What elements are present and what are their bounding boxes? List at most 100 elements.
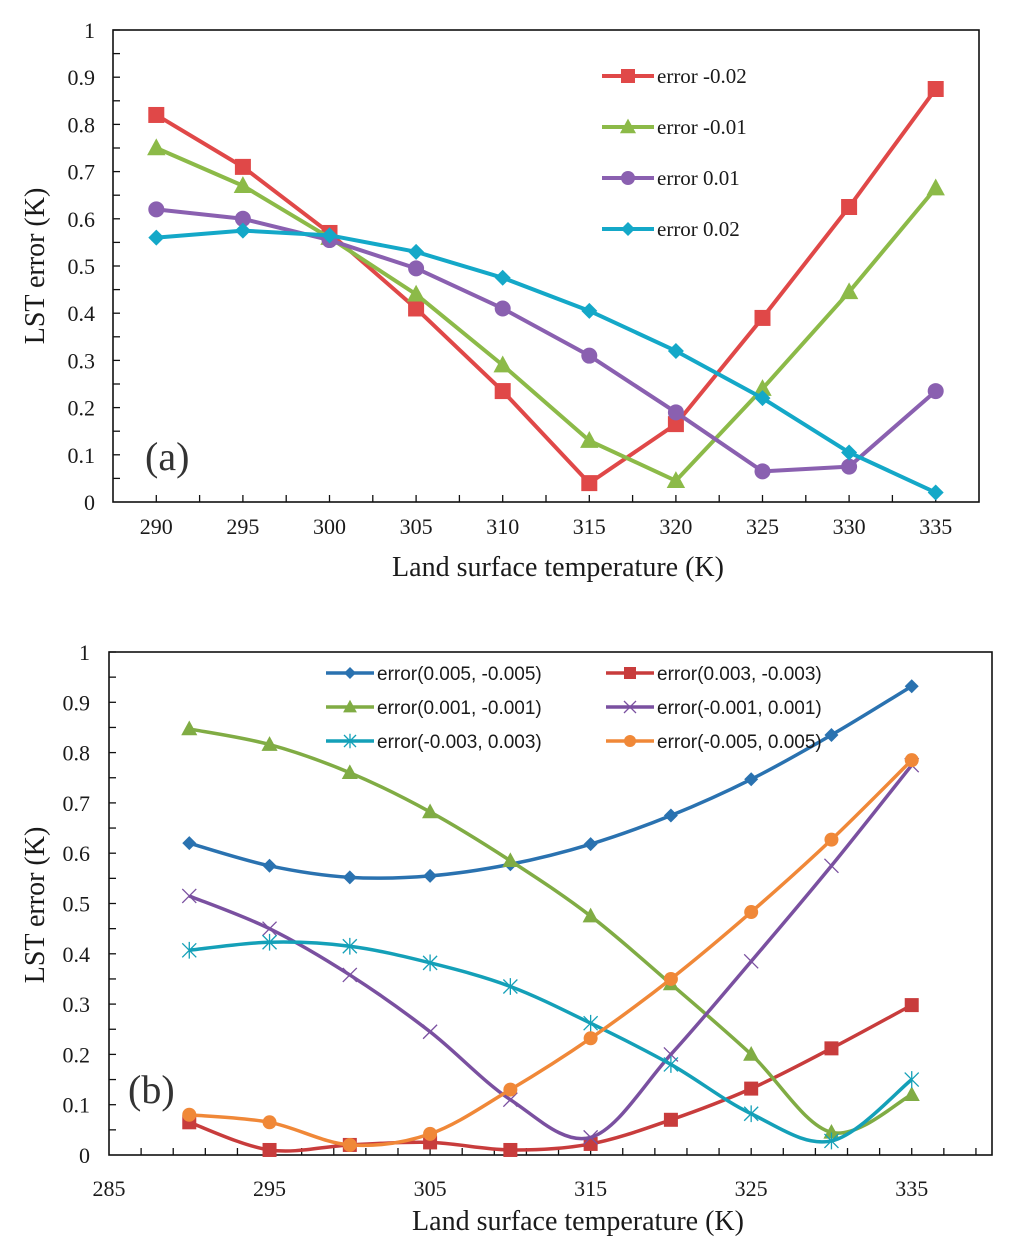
y-tick-labels-a: 0 0.1 0.2 0.3 0.4 0.5 0.6 0.7 0.8 0.9 1 [68,18,96,515]
data-point-triangle [422,803,439,819]
series-error--0.005-0.005- [182,753,919,1152]
x-tick-label: 330 [833,514,866,539]
data-point-diamond [321,227,338,244]
y-tick-label: 0.7 [63,791,91,816]
data-point-star [663,1056,679,1073]
legend-label: error(-0.003, 0.003) [377,732,542,753]
data-point-x [181,888,197,904]
y-tick-label: 0.9 [68,65,96,90]
data-point-circle [262,1115,277,1130]
series-group-a [147,81,945,501]
legend-item: error(0.005, -0.005) [326,664,542,685]
data-point-circle [234,210,251,227]
data-point-diamond [581,302,598,319]
data-point-star [583,1014,599,1032]
legend-item: error(-0.003, 0.003) [326,732,542,753]
data-point-square [234,158,251,175]
legend-item: error -0.02 [602,64,747,88]
panel-label-b: (b) [128,1067,175,1112]
x-tick-labels-a: 290 295 300 305 310 315 320 325 330 335 [140,514,952,539]
data-point-triangle [753,379,772,396]
data-point-square [927,81,944,97]
legend-marker-square [621,69,635,83]
data-point-diamond [583,837,598,852]
legend-marker-x [623,700,637,714]
series-error--0.003-0.003- [181,933,920,1150]
data-point-star [181,941,197,959]
legend-label: error(-0.001, 0.001) [657,698,822,719]
plot-area-a [112,29,980,503]
legend-marker-square [624,667,636,679]
y-axis-title-b: LST error (K) [20,827,51,984]
series-line [188,684,913,880]
x-tick-label: 305 [400,514,433,539]
data-point-triangle [580,431,599,448]
x-tick-labels-b: 285 295 305 315 325 335 [93,1176,929,1201]
data-point-triangle [823,1123,840,1139]
legend-label: error(0.005, -0.005) [377,664,542,685]
data-point-diamond [744,772,759,787]
data-point-circle [342,1137,357,1152]
data-point-circle [824,832,839,847]
data-point-triangle [903,1086,920,1101]
data-point-diamond [667,342,684,359]
legend-marker-circle [621,171,635,185]
data-point-star [342,937,358,955]
data-point-square [262,1142,277,1157]
data-point-square [148,106,165,123]
y-tick-label: 0.3 [63,992,91,1017]
data-point-x [583,1129,599,1145]
y-tick-label: 0.6 [63,841,91,866]
data-point-diamond [927,484,944,501]
legend-item: error 0.01 [602,166,740,190]
x-tick-label: 320 [659,514,692,539]
y-tick-label: 0.9 [63,690,91,715]
data-point-diamond [663,808,678,823]
series-line [189,758,913,1148]
series-group-b [181,679,920,1157]
legend-label: error 0.01 [657,166,740,190]
legend-item: error(-0.001, 0.001) [606,698,822,719]
legend-label: error(0.001, -0.001) [377,698,542,719]
legend-marker-diamond [621,222,635,236]
plot-area-b [108,651,993,1156]
y-tick-label: 0.5 [68,254,96,279]
legend-item: error(0.003, -0.003) [606,664,822,685]
x-axis-title-a: Land surface temperature (K) [392,552,724,583]
data-point-circle [744,905,759,920]
data-point-x [342,967,358,983]
x-tick-label: 315 [573,514,606,539]
data-point-diamond [262,858,277,873]
data-point-diamond [234,222,251,239]
series-line [189,940,913,1144]
data-point-circle [503,1082,518,1097]
y-tick-label: 0.8 [63,741,91,766]
data-point-square [667,416,684,433]
y-tick-label: 0 [79,1143,90,1168]
series-line [188,764,914,1141]
x-tick-label: 305 [414,1176,447,1201]
data-point-diamond [408,243,425,260]
data-point-star [904,1071,920,1088]
y-tick-label: 0.3 [68,348,96,373]
series-error-0.02 [148,222,944,501]
data-point-square [754,309,771,326]
data-point-star [823,1132,839,1150]
data-point-circle [148,201,165,218]
data-point-triangle [926,178,945,196]
data-point-square [904,998,919,1013]
y-tick-label: 1 [79,640,90,665]
data-point-diamond [904,679,919,694]
x-tick-label: 335 [895,1176,928,1201]
y-tick-label: 0 [84,490,95,515]
axis-ticks-b [109,651,977,1155]
legend-label: error(0.003, -0.003) [657,664,822,685]
x-tick-label: 300 [313,514,346,539]
panel-label-a: (a) [145,434,189,479]
y-tick-label: 0.7 [68,160,96,185]
y-tick-label: 0.5 [63,892,91,917]
series-line [188,1003,913,1153]
data-point-x [502,1092,518,1108]
y-tick-label: 0.2 [63,1042,91,1067]
data-point-diamond [754,390,771,407]
